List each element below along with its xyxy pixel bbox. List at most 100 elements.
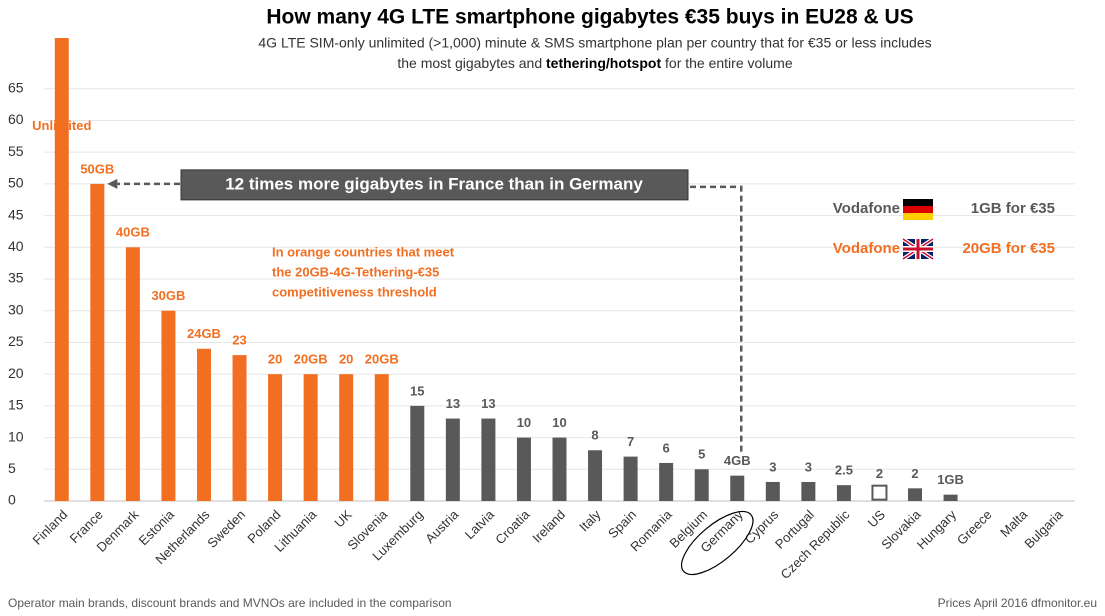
- data-label: 13: [481, 396, 495, 411]
- bar: [90, 183, 105, 501]
- x-tick-label: Malta: [997, 506, 1031, 540]
- data-label: 2: [911, 466, 918, 481]
- y-tick-label: 20: [8, 365, 24, 381]
- bar: [871, 484, 888, 501]
- subtitle-part: for the entire volume: [661, 55, 793, 71]
- x-tick-label: Sweden: [204, 507, 248, 551]
- bar: [268, 374, 283, 501]
- x-tick-label: Austria: [422, 506, 462, 546]
- bar: [303, 374, 318, 501]
- bar: [623, 456, 638, 501]
- bar: [481, 418, 496, 501]
- y-tick-label: 40: [8, 238, 24, 254]
- flag: [903, 213, 933, 220]
- y-tick-label: 60: [8, 111, 24, 127]
- data-label: Unlimited: [32, 118, 91, 133]
- x-tick-label: Ireland: [529, 507, 568, 546]
- arrow-head: [107, 178, 118, 189]
- chart-title: How many 4G LTE smartphone gigabytes €35…: [266, 6, 913, 29]
- data-label: 30GB: [151, 288, 185, 303]
- data-label: 10: [517, 415, 531, 430]
- subtitle-part: tethering/hotspot: [546, 55, 661, 71]
- bar: [801, 481, 816, 501]
- data-label: 23: [232, 333, 246, 348]
- data-label: 6: [663, 440, 670, 455]
- data-label: 13: [446, 396, 460, 411]
- data-label: 20: [339, 352, 353, 367]
- data-label: 4GB: [724, 453, 751, 468]
- bar: [765, 481, 780, 501]
- y-tick-label: 45: [8, 206, 24, 222]
- bar: [516, 437, 531, 501]
- flag: [903, 206, 933, 213]
- subtitle: the most gigabytes and tethering/hotspot…: [397, 55, 792, 71]
- legend-operator: Vodafone: [833, 200, 900, 217]
- flag: [903, 199, 933, 206]
- bar: [908, 488, 923, 501]
- data-label: 1GB: [937, 472, 964, 487]
- y-tick-label: 25: [8, 333, 24, 349]
- data-label: 3: [805, 459, 812, 474]
- x-tick-label: Italy: [576, 507, 604, 535]
- bar: [339, 374, 354, 501]
- footer: Operator main brands, discount brands an…: [8, 596, 452, 610]
- data-label: 20GB: [365, 352, 399, 367]
- data-label: 2: [876, 466, 883, 481]
- data-label: 8: [591, 428, 598, 443]
- bar: [588, 450, 603, 501]
- data-label: 15: [410, 383, 424, 398]
- x-tick-label: Croatia: [492, 506, 533, 547]
- data-label: 5: [698, 447, 705, 462]
- bar: [836, 485, 851, 501]
- bar: [694, 469, 709, 501]
- bar: [161, 310, 176, 501]
- y-tick-label: 30: [8, 301, 24, 317]
- data-label: 50GB: [80, 161, 114, 176]
- bar: [659, 462, 674, 501]
- bar: [232, 355, 247, 501]
- legend-offer: 20GB for €35: [962, 240, 1055, 257]
- footer: Prices April 2016 dfmonitor.eu: [938, 596, 1097, 610]
- bar: [410, 405, 425, 501]
- callout-line: [690, 185, 743, 454]
- x-tick-label: Bulgaria: [1021, 506, 1066, 551]
- x-tick-label: UK: [331, 507, 355, 531]
- data-label: 20: [268, 352, 282, 367]
- y-tick-label: 15: [8, 397, 24, 413]
- x-tick-label: Finland: [30, 507, 71, 548]
- y-tick-label: 55: [8, 143, 24, 159]
- y-tick-label: 50: [8, 175, 24, 191]
- data-label: 3: [769, 459, 776, 474]
- subtitle-part: the most gigabytes and: [397, 55, 546, 71]
- bar: [730, 475, 745, 501]
- legend: Vodafone 1GB for €35 Vodafone 20GB for €…: [833, 199, 1055, 261]
- bar: [196, 348, 211, 501]
- bar: [445, 418, 460, 501]
- legend-offer: 1GB for €35: [971, 200, 1055, 217]
- data-label: 24GB: [187, 326, 221, 341]
- bar: [54, 38, 69, 501]
- legend-operator: Vodafone: [833, 240, 900, 257]
- x-tick-label: Hungary: [914, 507, 960, 553]
- data-label: 40GB: [116, 225, 150, 240]
- callout-text: 12 times more gigabytes in France than i…: [225, 174, 643, 193]
- note: In orange countries that meet: [272, 244, 455, 259]
- bars: FinlandUnlimitedFrance50GBDenmark40GBEst…: [30, 38, 1066, 582]
- y-tick-label: 5: [8, 460, 16, 476]
- bar: [374, 374, 389, 501]
- bar: [125, 247, 140, 501]
- flag: [901, 237, 935, 261]
- callout-box: [180, 169, 689, 201]
- note: the 20GB-4G-Tethering-€35: [272, 264, 439, 279]
- y-tick-label: 65: [8, 79, 24, 95]
- subtitle: 4G LTE SIM-only unlimited (>1,000) minut…: [258, 35, 931, 51]
- data-label: 7: [627, 434, 634, 449]
- note: competitiveness threshold: [272, 284, 437, 299]
- bar: [943, 494, 958, 501]
- data-label: 10: [552, 415, 566, 430]
- highlight-ellipse: [681, 510, 754, 576]
- x-tick-label: Greece: [954, 507, 995, 548]
- bar: [552, 437, 567, 501]
- data-label: 2.5: [835, 463, 853, 478]
